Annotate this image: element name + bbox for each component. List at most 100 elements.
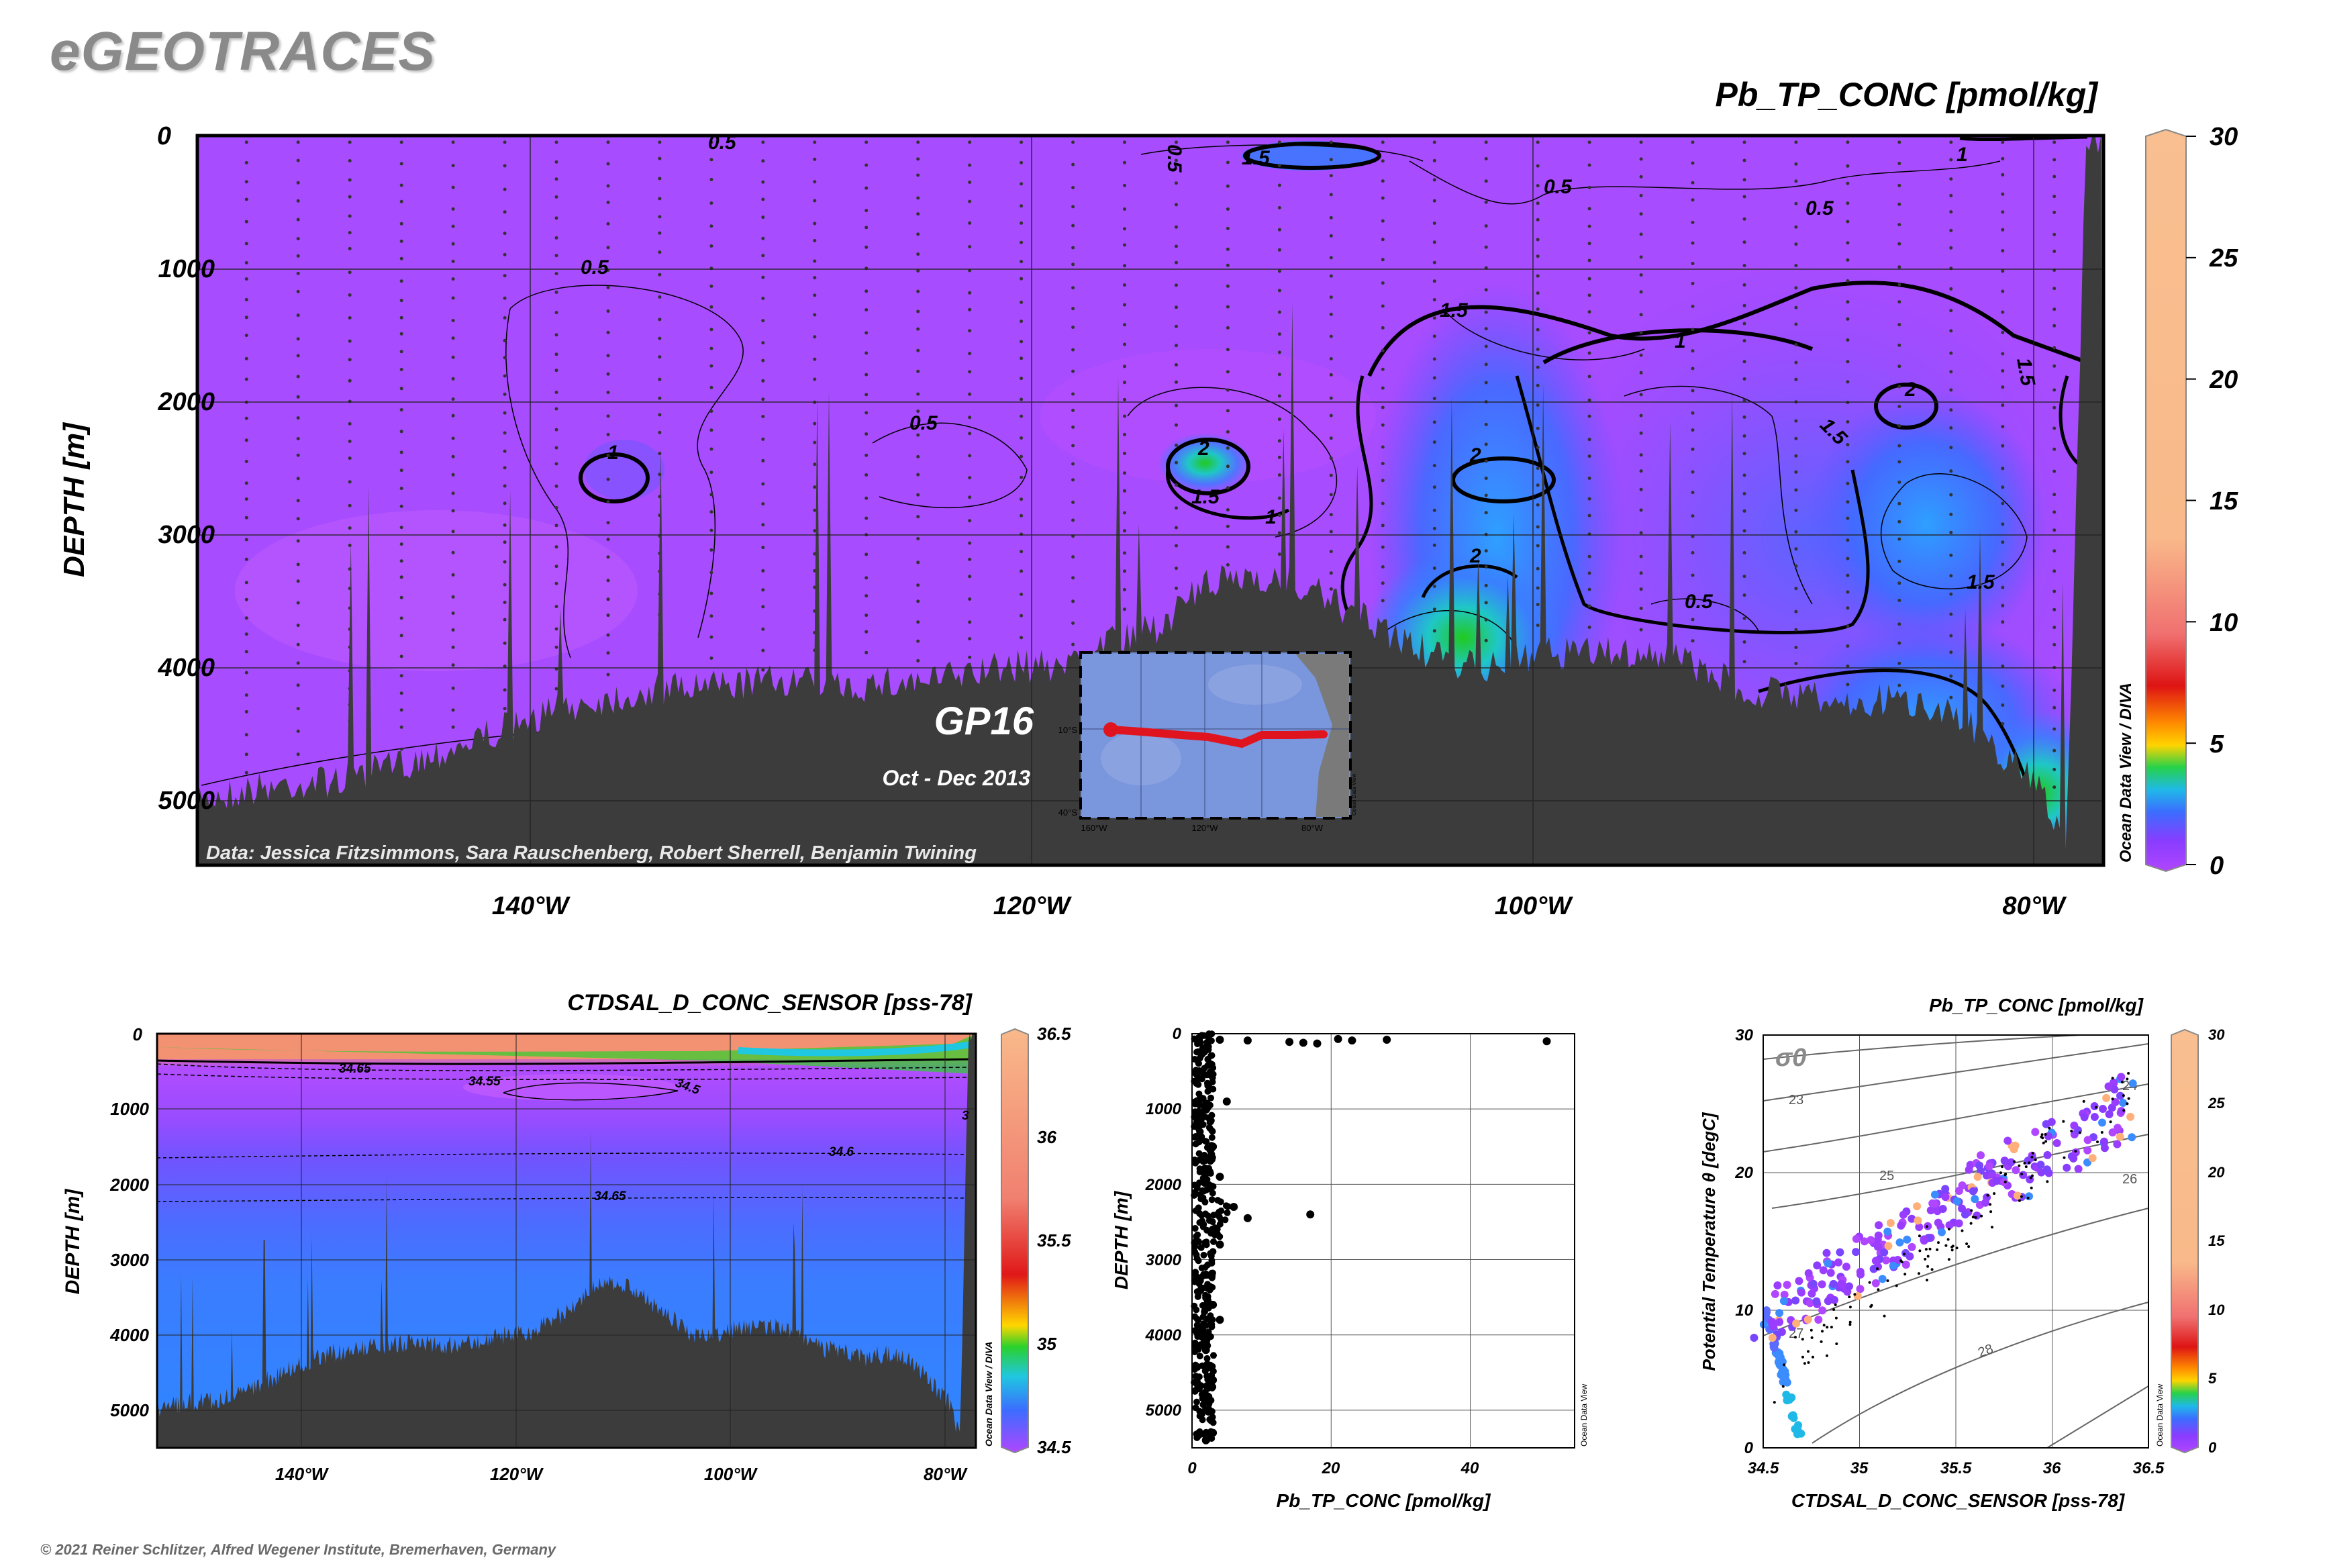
colorbar-tick-label: 36	[1037, 1127, 1056, 1147]
profile-point	[1191, 1056, 1199, 1063]
station-sample-dot	[1329, 473, 1333, 477]
station-sample-dot	[399, 430, 403, 434]
y-tick-label: 20	[1734, 1164, 1753, 1182]
station-sample-dot	[554, 140, 558, 144]
station-sample-dot	[864, 630, 869, 634]
ts-point	[1947, 1258, 1950, 1261]
ts-point	[2126, 1112, 2135, 1121]
station-sample-dot	[1639, 353, 1643, 357]
ts-point	[1950, 1248, 1954, 1252]
station-sample-dot	[1484, 327, 1488, 331]
ts-point	[2088, 1154, 2097, 1163]
station-sample-dot	[1794, 140, 1798, 144]
station-sample-dot	[1742, 339, 1746, 343]
station-sample-dot	[1277, 439, 1281, 443]
ts-point	[2003, 1136, 2012, 1145]
station-sample-dot	[1175, 225, 1178, 229]
profile-point	[1193, 1251, 1200, 1259]
ts-point	[1875, 1221, 1883, 1230]
ts-point	[2096, 1140, 2099, 1144]
station-sample-dot	[1794, 470, 1798, 474]
station-sample-dot	[1020, 277, 1024, 281]
station-sample-dot	[606, 432, 610, 436]
station-sample-dot	[503, 707, 507, 711]
profile-point	[1202, 1322, 1209, 1329]
ts-point	[1955, 1246, 1959, 1250]
inset-map[interactable]: 10°S 40°S 160°W 120°W 80°W Ocean Data Vi…	[1058, 651, 1357, 833]
profile-point	[1197, 1094, 1204, 1101]
station-sample-dot	[1587, 293, 1591, 297]
profile-point	[1201, 1065, 1208, 1072]
station-sample-dot	[709, 614, 713, 618]
ts-point	[2100, 1131, 2103, 1134]
main-watermark: Ocean Data View / DIVA	[2117, 683, 2135, 863]
station-sample-dot	[1329, 413, 1333, 418]
station-sample-dot	[761, 140, 765, 144]
station-sample-dot	[968, 307, 972, 311]
colorbar-tick-label: 35.5	[1037, 1230, 1071, 1251]
station-sample-dot	[1639, 157, 1643, 161]
station-sample-dot	[296, 752, 300, 756]
ts-point	[1834, 1303, 1837, 1306]
station-sample-dot	[1846, 538, 1850, 542]
ts-point	[1913, 1202, 1922, 1211]
contour-label: 34.6	[829, 1145, 854, 1159]
station-sample-dot	[1949, 246, 1953, 250]
station-sample-dot	[1175, 460, 1178, 464]
ts-point	[1838, 1281, 1847, 1289]
station-sample-dot	[1071, 326, 1075, 329]
station-sample-dot	[864, 393, 869, 397]
x-tick-label: 100°W	[704, 1464, 758, 1484]
ts-point	[1804, 1269, 1813, 1277]
station-sample-dot	[1071, 205, 1075, 209]
station-sample-dot	[1742, 616, 1746, 620]
station-sample-dot	[1020, 592, 1024, 596]
station-sample-dot	[916, 433, 920, 437]
colorbar-tick-label: 30	[2210, 123, 2238, 151]
station-sample-dot	[399, 469, 403, 473]
station-sample-dot	[709, 328, 713, 332]
station-sample-dot	[606, 651, 610, 655]
station-sample-dot	[1846, 683, 1850, 687]
cruise-start-marker	[1103, 722, 1118, 737]
station-sample-dot	[1794, 322, 1798, 326]
ts-point	[2114, 1124, 2122, 1132]
y-tick-label: 0	[157, 122, 171, 150]
station-sample-dot	[1381, 179, 1385, 183]
y-tick-label: 2000	[109, 1175, 149, 1195]
y-tick-label: 3000	[110, 1250, 149, 1270]
station-sample-dot	[399, 450, 403, 454]
station-sample-dot	[1484, 224, 1488, 228]
ts-point	[1918, 1234, 1921, 1238]
station-sample-dot	[1587, 277, 1591, 281]
station-sample-dot	[1949, 650, 1953, 654]
profile-point	[1193, 1316, 1201, 1323]
station-sample-dot	[968, 370, 972, 374]
station-sample-dot	[1691, 411, 1695, 415]
station-sample-dot	[1639, 413, 1643, 418]
station-sample-dot	[399, 368, 403, 371]
station-sample-dot	[1123, 140, 1126, 144]
station-sample-dot	[916, 658, 920, 663]
station-sample-dot	[1484, 381, 1488, 385]
station-sample-dot	[1587, 513, 1591, 518]
station-sample-dot	[1691, 534, 1695, 538]
ts-point	[1829, 1279, 1838, 1288]
station-sample-dot	[399, 222, 403, 226]
station-sample-dot	[916, 392, 920, 396]
station-sample-dot	[709, 201, 713, 205]
station-sample-dot	[503, 560, 507, 564]
station-sample-dot	[1742, 303, 1746, 307]
station-sample-dot	[1071, 576, 1075, 580]
station-sample-dot	[1226, 370, 1230, 374]
station-sample-dot	[451, 140, 455, 144]
station-sample-dot	[813, 276, 817, 280]
profile-point	[1197, 1136, 1204, 1143]
station-sample-dot	[244, 581, 248, 585]
ts-point	[1783, 1396, 1791, 1405]
station-sample-dot	[916, 473, 920, 477]
x-tick-label: 120°W	[993, 892, 1073, 920]
ts-point	[1993, 1192, 1996, 1195]
profile-point	[1193, 1330, 1201, 1338]
station-sample-dot	[761, 197, 765, 201]
